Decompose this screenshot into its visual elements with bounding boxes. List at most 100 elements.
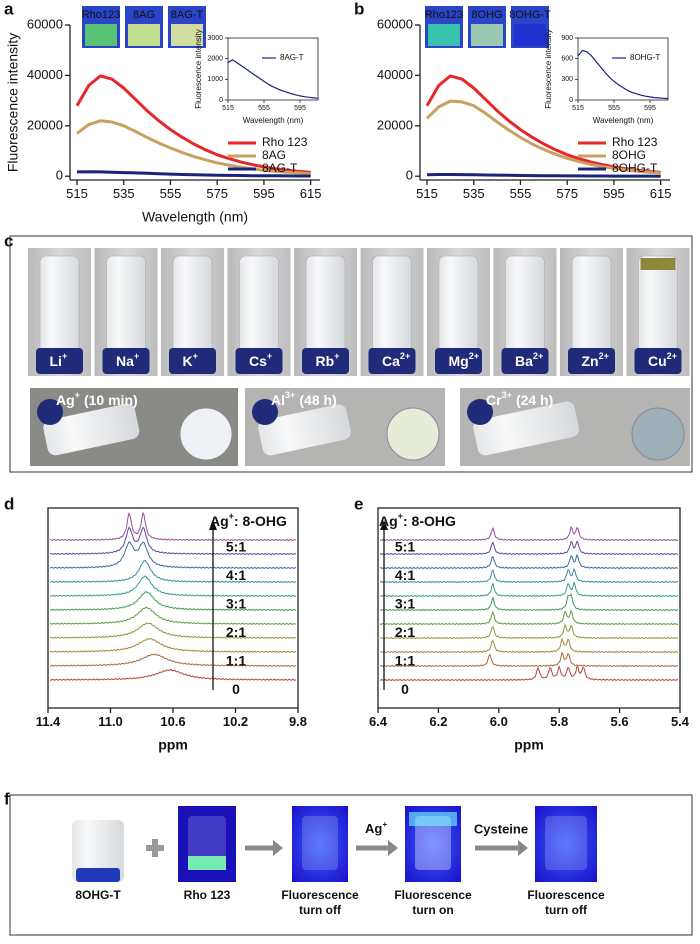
x-axis-label: Wavelength (nm) xyxy=(142,209,248,225)
ion-label: K+ xyxy=(183,351,198,368)
vial-glass xyxy=(505,255,545,355)
ion-label-part: Ca xyxy=(382,353,400,369)
ratio-label: 0 xyxy=(401,681,409,697)
spectrum-trace xyxy=(49,590,297,611)
y-axis-label: Fluorescence intensity xyxy=(5,33,21,172)
series-line xyxy=(577,49,669,100)
x-tick-label: 515 xyxy=(222,105,234,112)
vial-glass xyxy=(172,255,213,355)
spectrum-trace xyxy=(50,511,297,542)
spectrum-trace xyxy=(379,540,678,556)
x-tick-label: 6.4 xyxy=(369,714,388,729)
treatment-label: Ag+ (10 min) xyxy=(56,390,138,407)
x-axis-label: Wavelength (nm) xyxy=(593,116,654,125)
vial-precipitate xyxy=(640,258,676,270)
vial-glass xyxy=(106,255,146,355)
vial-cap xyxy=(634,348,682,374)
ion-label-part: Rb xyxy=(316,353,335,369)
ion-label-part: 2+ xyxy=(469,351,479,361)
ion-label: Ca2+ xyxy=(382,351,410,368)
caption: Fluorescence xyxy=(527,888,605,902)
vial-glass xyxy=(305,255,346,355)
spectrum-trace xyxy=(49,526,297,556)
spectrum-trace xyxy=(379,581,679,598)
panel-label: b xyxy=(354,0,364,18)
vial-top-view xyxy=(386,407,440,461)
treatment-label-part: + xyxy=(75,390,80,400)
uv-vial xyxy=(545,816,587,870)
x-tick-label: 515 xyxy=(572,105,584,112)
photo-label: Rho123 xyxy=(425,9,464,21)
treatment-label-part: Al xyxy=(271,392,285,408)
uv-glow xyxy=(188,856,226,870)
vial-cap xyxy=(368,348,416,374)
x-axis-label: ppm xyxy=(158,737,188,753)
arrow-head xyxy=(388,840,398,856)
x-tick-label: 555 xyxy=(258,105,270,112)
ratio-label: 5:1 xyxy=(226,539,246,555)
ion-label-part: Cs xyxy=(249,353,267,369)
vial-glass xyxy=(239,255,279,355)
y-tick-label: 40000 xyxy=(27,67,63,82)
ion-label-part: + xyxy=(193,351,198,361)
vial-cap xyxy=(169,348,216,374)
x-tick-label: 615 xyxy=(300,186,322,201)
caption: Fluorescence xyxy=(281,888,359,902)
ion-label-part: + xyxy=(62,351,67,361)
x-tick-label: 6.2 xyxy=(429,714,447,729)
ion-label: Ba2+ xyxy=(515,351,543,368)
vial-cap-side xyxy=(467,399,493,425)
x-tick-label: 555 xyxy=(510,186,532,201)
vial-cap-side xyxy=(252,399,278,425)
ratio-label: 1:1 xyxy=(395,653,415,669)
photo-glow xyxy=(85,24,117,46)
vial-glass xyxy=(372,255,412,355)
series-line xyxy=(426,173,661,178)
vial-top-view xyxy=(179,407,233,461)
arrow-head xyxy=(209,520,217,530)
panel-label: f xyxy=(4,789,10,808)
ratio-label: 4:1 xyxy=(395,567,415,583)
spectrum-trace xyxy=(379,637,679,654)
ratio-label: 3:1 xyxy=(226,596,246,612)
series-line xyxy=(75,74,311,174)
treatment-label-part: 3+ xyxy=(502,390,512,400)
ion-label: Mg2+ xyxy=(449,351,480,368)
ion-label-part: 2+ xyxy=(667,351,677,361)
tilted-vial xyxy=(473,401,580,456)
x-tick-label: 9.8 xyxy=(289,714,307,729)
ratio-title-part: + xyxy=(229,511,234,521)
uv-glow xyxy=(409,812,457,826)
ion-label-part: + xyxy=(134,351,139,361)
reagent-label: Cysteine xyxy=(474,821,528,836)
treatment-label: Al3+ (48 h) xyxy=(271,390,337,407)
x-tick-label: 10.6 xyxy=(160,714,185,729)
spectrum-trace xyxy=(379,526,679,542)
legend-label: 8OHG-T xyxy=(612,161,658,175)
arrow-head xyxy=(273,840,283,856)
ratio-label: 4:1 xyxy=(226,567,246,583)
x-tick-label: 515 xyxy=(416,186,438,201)
caption: turn off xyxy=(299,903,342,917)
x-tick-label: 5.8 xyxy=(550,714,568,729)
x-axis-label: Wavelength (nm) xyxy=(243,116,304,125)
y-tick-label: 1000 xyxy=(207,76,223,83)
ion-label-part: 2+ xyxy=(599,351,609,361)
ratio-title-part: + xyxy=(398,511,403,521)
vial-cap xyxy=(435,348,482,374)
y-tick-label: 0 xyxy=(56,168,63,183)
series-line xyxy=(76,119,311,176)
ratio-label: 2:1 xyxy=(395,624,415,640)
spectrum-trace xyxy=(379,609,679,626)
photo-label: Rho123 xyxy=(82,9,121,21)
ratio-label: 0 xyxy=(232,681,240,697)
treatment-label-part: Cr xyxy=(486,392,502,408)
spectrum-trace xyxy=(49,559,297,583)
x-tick-label: 555 xyxy=(608,105,620,112)
y-tick-label: 60000 xyxy=(377,16,413,31)
spectrum-trace xyxy=(49,653,297,667)
vial-cap xyxy=(302,348,349,374)
legend-label: 8AG xyxy=(262,148,286,162)
y-tick-label: 0 xyxy=(569,97,573,104)
ion-label: Li+ xyxy=(50,351,68,368)
